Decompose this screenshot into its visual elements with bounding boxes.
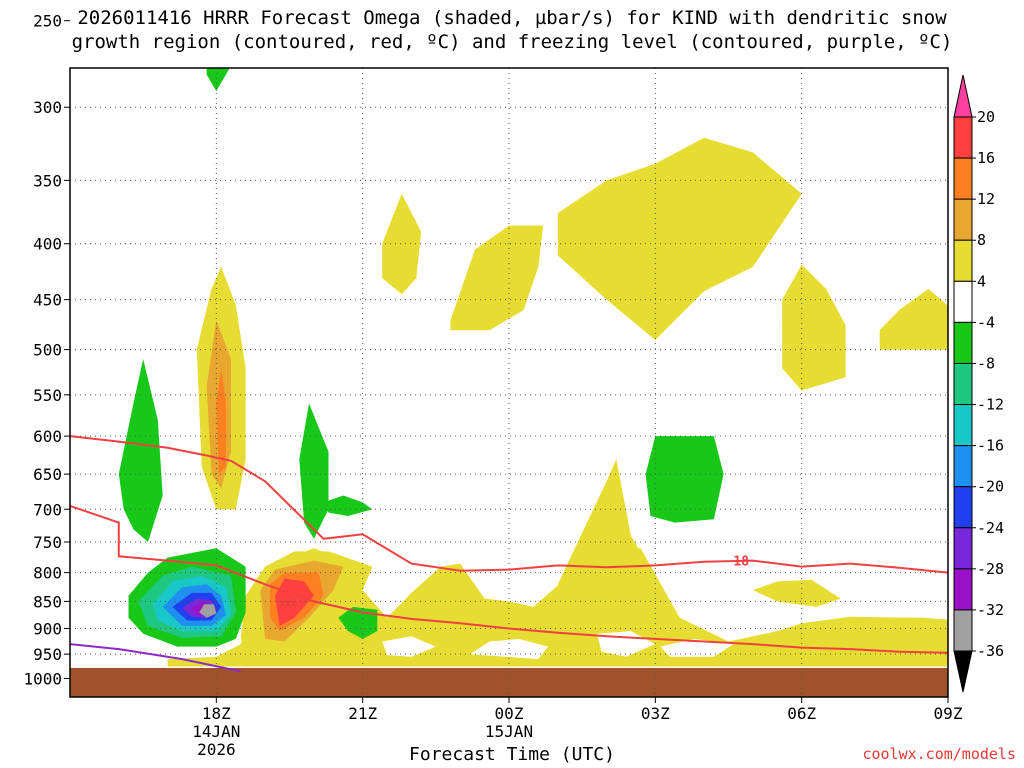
colorbar-label--12: -12 <box>977 396 1004 414</box>
y-tick-label-300: 300 <box>33 98 62 117</box>
omega-pos-4-upper-3 <box>782 264 846 391</box>
y-tick-label-250: 250 <box>33 12 62 31</box>
colorbar-label-20: 20 <box>977 108 995 126</box>
colorbar-label--20: -20 <box>977 478 1004 496</box>
omega-neg-4-small-700 <box>323 495 373 516</box>
x-tick-label-00Z-1: 15JAN <box>485 722 533 741</box>
colorbar-seg-1 <box>953 157 973 200</box>
x-tick-label-03Z-0: 03Z <box>641 704 670 723</box>
colorbar-seg-11 <box>953 568 973 611</box>
y-tick-label-950: 950 <box>33 645 62 664</box>
y-tick-label-600: 600 <box>33 427 62 446</box>
chart-title-line-2: growth region (contoured, red, ºC) and f… <box>71 31 953 53</box>
y-tick-label-400: 400 <box>33 235 62 254</box>
x-tick-label-06Z-0: 06Z <box>787 704 816 723</box>
x-tick-label-18Z-1: 14JAN <box>192 722 240 741</box>
omega-neg-4-midleft <box>299 403 329 539</box>
plot-area: 18 <box>70 68 948 697</box>
omega-pos-4-upper-1 <box>382 193 422 295</box>
omega-pos-4-upper-center <box>557 137 802 340</box>
colorbar-label-16: 16 <box>977 149 995 167</box>
colorbar-seg-0 <box>953 116 973 159</box>
y-tick-label-450: 450 <box>33 291 62 310</box>
y-tick-label-1000: 1000 <box>23 670 62 689</box>
omega-neutral-hole-1 <box>382 636 436 657</box>
omega-pos-4-plume <box>557 459 646 607</box>
y-tick-label-650: 650 <box>33 465 62 484</box>
chart-title: 2026011416 HRRR Forecast Omega (shaded, … <box>0 6 1024 54</box>
omega-pos-4-low-06z <box>752 579 841 607</box>
colorbar-label--16: -16 <box>977 437 1004 455</box>
omega-neg-4-low-21z <box>338 606 378 639</box>
colorbar-label--28: -28 <box>977 560 1004 578</box>
y-tick-label-700: 700 <box>33 500 62 519</box>
contour-dendritic-growth-region--12c-upper <box>70 435 948 574</box>
colorbar-label--24: -24 <box>977 519 1004 537</box>
colorbar-bottom-arrow <box>953 650 973 693</box>
omega-pos-4-upper-2 <box>450 225 544 331</box>
colorbar-seg-7 <box>953 404 973 447</box>
contour-dendritic-growth-region--18c-lower <box>70 504 948 654</box>
x-tick-label-00Z-0: 00Z <box>495 704 524 723</box>
y-tick-label-800: 800 <box>33 564 62 583</box>
colorbar-seg-12 <box>953 609 973 652</box>
colorbar-label--8: -8 <box>977 354 995 372</box>
y-tick-label-350: 350 <box>33 171 62 190</box>
x-tick-label-21Z-0: 21Z <box>348 704 377 723</box>
colorbar-seg-9 <box>953 486 973 529</box>
colorbar-seg-3 <box>953 239 973 282</box>
omega-neg-36-strong-cell-core <box>199 604 217 618</box>
omega-neutral-hole-4 <box>660 638 734 657</box>
omega-neg-4-0230z <box>645 436 724 523</box>
contour-label-18: 18 <box>733 555 749 570</box>
colorbar-label-12: 12 <box>977 190 995 208</box>
colorbar-label-8: 8 <box>977 231 986 249</box>
y-tick-label-550: 550 <box>33 386 62 405</box>
y-tick-label-500: 500 <box>33 341 62 360</box>
colorbar-label--32: -32 <box>977 601 1004 619</box>
omega-pos-4-upper-4 <box>879 288 948 350</box>
contour-freezing-level <box>70 643 241 673</box>
colorbar-seg-8 <box>953 445 973 488</box>
chart-title-line-1: 2026011416 HRRR Forecast Omega (shaded, … <box>77 7 947 29</box>
colorbar-seg-5 <box>953 321 973 364</box>
omega-neg-4-left-column <box>118 359 163 542</box>
y-tick-label-900: 900 <box>33 620 62 639</box>
y-tick-label-850: 850 <box>33 592 62 611</box>
x-tick-label-09Z-0: 09Z <box>934 704 963 723</box>
colorbar-seg-2 <box>953 198 973 241</box>
colorbar-top-arrow <box>953 74 973 118</box>
surface-terrain <box>70 667 948 697</box>
colorbar-label--36: -36 <box>977 642 1004 660</box>
colorbar-label-4: 4 <box>977 272 986 290</box>
omega-pos-12-column-18z <box>216 368 227 475</box>
y-tick-label-750: 750 <box>33 533 62 552</box>
colorbar-seg-10 <box>953 527 973 570</box>
colorbar-label--4: -4 <box>977 313 995 331</box>
x-axis-label: Forecast Time (UTC) <box>409 744 615 765</box>
omega-neg-4-topleft <box>206 68 230 92</box>
x-tick-label-18Z-0: 18Z <box>202 704 231 723</box>
x-tick-label-18Z-2: 2026 <box>197 740 236 759</box>
credit-text[interactable]: coolwx.com/models <box>862 745 1016 763</box>
colorbar-seg-6 <box>953 362 973 406</box>
colorbar-seg-4 <box>953 280 973 323</box>
